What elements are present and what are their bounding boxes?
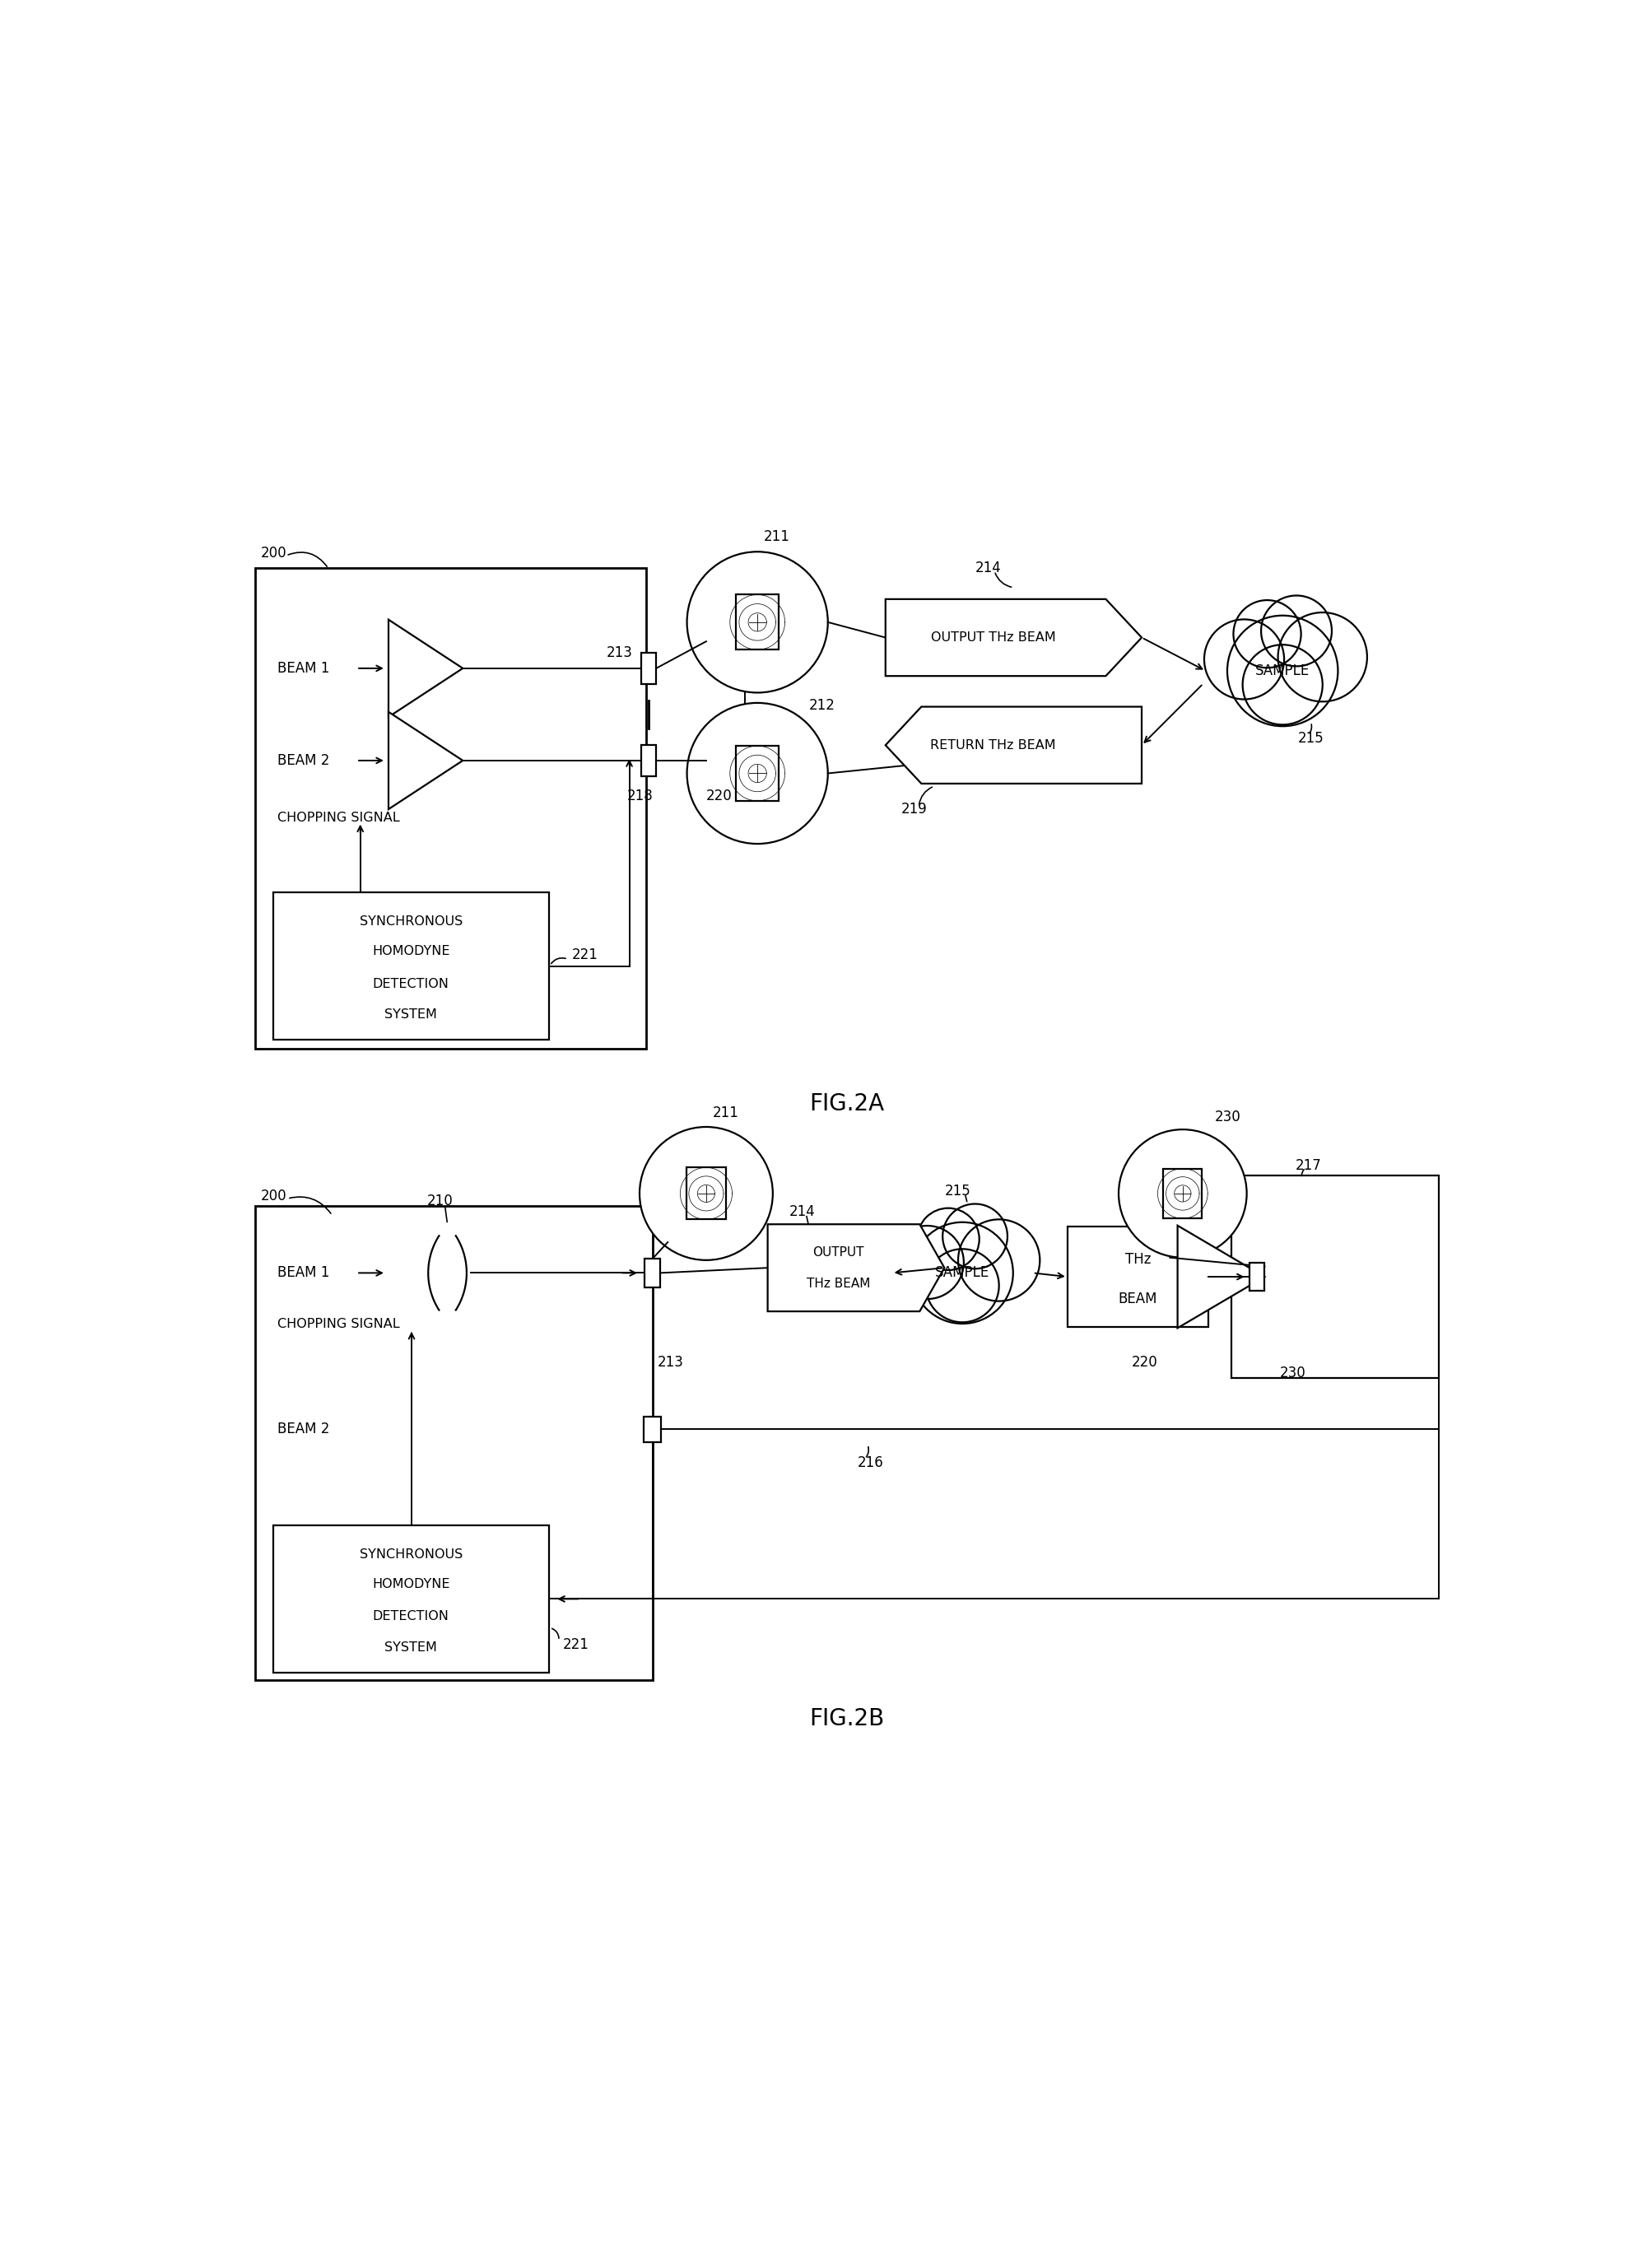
Polygon shape	[388, 712, 463, 809]
Text: DETECTION: DETECTION	[372, 1610, 449, 1623]
Text: 221: 221	[562, 1637, 588, 1653]
Text: 213: 213	[606, 646, 633, 660]
Circle shape	[639, 1127, 773, 1260]
Circle shape	[890, 1226, 963, 1299]
Bar	[735, 746, 778, 800]
Text: RETURN THz BEAM: RETURN THz BEAM	[930, 739, 1056, 750]
Bar	[273, 1526, 548, 1673]
Bar	[644, 1258, 659, 1288]
Bar	[1163, 1168, 1201, 1217]
Text: SYNCHRONOUS: SYNCHRONOUS	[358, 916, 463, 927]
Bar	[641, 653, 656, 685]
Text: SAMPLE: SAMPLE	[935, 1265, 990, 1281]
Text: DETECTION: DETECTION	[372, 977, 449, 991]
Text: 215: 215	[1297, 732, 1323, 746]
Text: OUTPUT THz BEAM: OUTPUT THz BEAM	[930, 632, 1056, 644]
Text: 214: 214	[975, 560, 1001, 576]
Bar	[735, 594, 778, 651]
Text: 219: 219	[900, 803, 927, 816]
Circle shape	[1227, 617, 1336, 725]
Circle shape	[1118, 1129, 1246, 1258]
Circle shape	[1277, 612, 1366, 701]
Text: 200: 200	[261, 1188, 286, 1204]
Text: THz BEAM: THz BEAM	[806, 1276, 869, 1290]
Text: 221: 221	[572, 948, 598, 963]
Polygon shape	[388, 619, 463, 716]
Text: SYSTEM: SYSTEM	[385, 1641, 438, 1653]
Bar	[273, 893, 548, 1041]
Text: 230: 230	[1279, 1365, 1305, 1381]
Text: 220: 220	[705, 789, 732, 805]
Circle shape	[1232, 601, 1300, 669]
Text: CHOPPING SIGNAL: CHOPPING SIGNAL	[278, 812, 400, 825]
Circle shape	[958, 1220, 1039, 1301]
Text: 214: 214	[790, 1204, 814, 1220]
Text: 215: 215	[943, 1183, 970, 1199]
Text: BEAM 1: BEAM 1	[278, 1265, 329, 1281]
Text: 212: 212	[808, 698, 834, 712]
Text: FIG.2B: FIG.2B	[809, 1707, 884, 1730]
Bar	[254, 1206, 653, 1680]
Circle shape	[1242, 644, 1322, 725]
Text: 213: 213	[657, 1356, 684, 1369]
Text: BEAM 2: BEAM 2	[278, 1421, 329, 1437]
Polygon shape	[885, 598, 1142, 676]
Text: SYSTEM: SYSTEM	[385, 1009, 438, 1020]
Polygon shape	[767, 1224, 943, 1310]
Circle shape	[917, 1208, 978, 1270]
Circle shape	[912, 1222, 1013, 1324]
Bar	[1249, 1263, 1264, 1290]
Polygon shape	[885, 707, 1142, 784]
Text: BEAM 1: BEAM 1	[278, 662, 329, 676]
Polygon shape	[1176, 1226, 1264, 1328]
Bar	[644, 1417, 661, 1442]
Polygon shape	[428, 1236, 466, 1310]
Text: 216: 216	[857, 1455, 884, 1469]
Text: 218: 218	[626, 789, 653, 805]
Circle shape	[942, 1204, 1008, 1270]
Bar	[686, 1168, 725, 1220]
Circle shape	[1204, 619, 1284, 698]
Text: OUTPUT: OUTPUT	[813, 1247, 864, 1258]
Text: BEAM 2: BEAM 2	[278, 753, 329, 769]
Text: BEAM: BEAM	[1118, 1292, 1156, 1306]
Text: 217: 217	[1295, 1158, 1322, 1172]
Bar	[254, 569, 646, 1050]
Text: 211: 211	[763, 528, 790, 544]
Text: HOMODYNE: HOMODYNE	[372, 945, 449, 957]
Circle shape	[925, 1249, 998, 1322]
Text: SYNCHRONOUS: SYNCHRONOUS	[358, 1548, 463, 1562]
Bar	[1231, 1177, 1439, 1378]
Text: CHOPPING SIGNAL: CHOPPING SIGNAL	[278, 1317, 400, 1331]
Bar	[1067, 1226, 1208, 1326]
Text: 200: 200	[261, 546, 286, 560]
Bar	[641, 746, 656, 775]
Text: 230: 230	[1214, 1109, 1241, 1124]
Text: 210: 210	[426, 1195, 453, 1208]
Text: SAMPLE: SAMPLE	[1256, 664, 1308, 678]
Circle shape	[687, 551, 828, 694]
Text: 211: 211	[712, 1106, 738, 1120]
Text: FIG.2A: FIG.2A	[809, 1093, 884, 1115]
Text: 220: 220	[1132, 1356, 1156, 1369]
Circle shape	[687, 703, 828, 843]
Text: THz: THz	[1125, 1251, 1150, 1267]
Text: HOMODYNE: HOMODYNE	[372, 1578, 449, 1591]
Circle shape	[1260, 596, 1332, 666]
